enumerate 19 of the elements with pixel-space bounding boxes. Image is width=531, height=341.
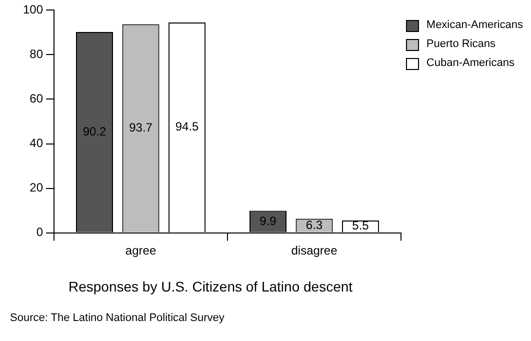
text: Cuban-Americans xyxy=(426,56,514,71)
legend-label: Mexican-Americans xyxy=(426,18,523,33)
y-tick-label: 20 xyxy=(30,180,44,195)
data-label: 94.5 xyxy=(175,120,200,134)
x-tick-label: disagree xyxy=(291,243,338,258)
y-tick-label: 100 xyxy=(22,2,44,17)
data-label: 93.7 xyxy=(129,120,153,135)
text: Responses by U.S. Citizens of Latino descent xyxy=(68,278,353,294)
x-tick-label: agree xyxy=(125,243,156,258)
data-label: 6.3 xyxy=(306,218,323,232)
data-label: 5.5 xyxy=(352,218,370,233)
y-tick-label: 60 xyxy=(30,92,44,106)
source-note: Source: The Latino National Political Survey xyxy=(10,312,224,324)
legend-label: Puerto Ricans xyxy=(426,37,496,52)
y-tick-label: 0 xyxy=(36,225,44,240)
data-label: 9.9 xyxy=(260,214,277,228)
y-tick-label: 80 xyxy=(30,47,44,62)
data-label: 90.2 xyxy=(82,124,107,138)
y-tick-label: 40 xyxy=(30,136,44,150)
